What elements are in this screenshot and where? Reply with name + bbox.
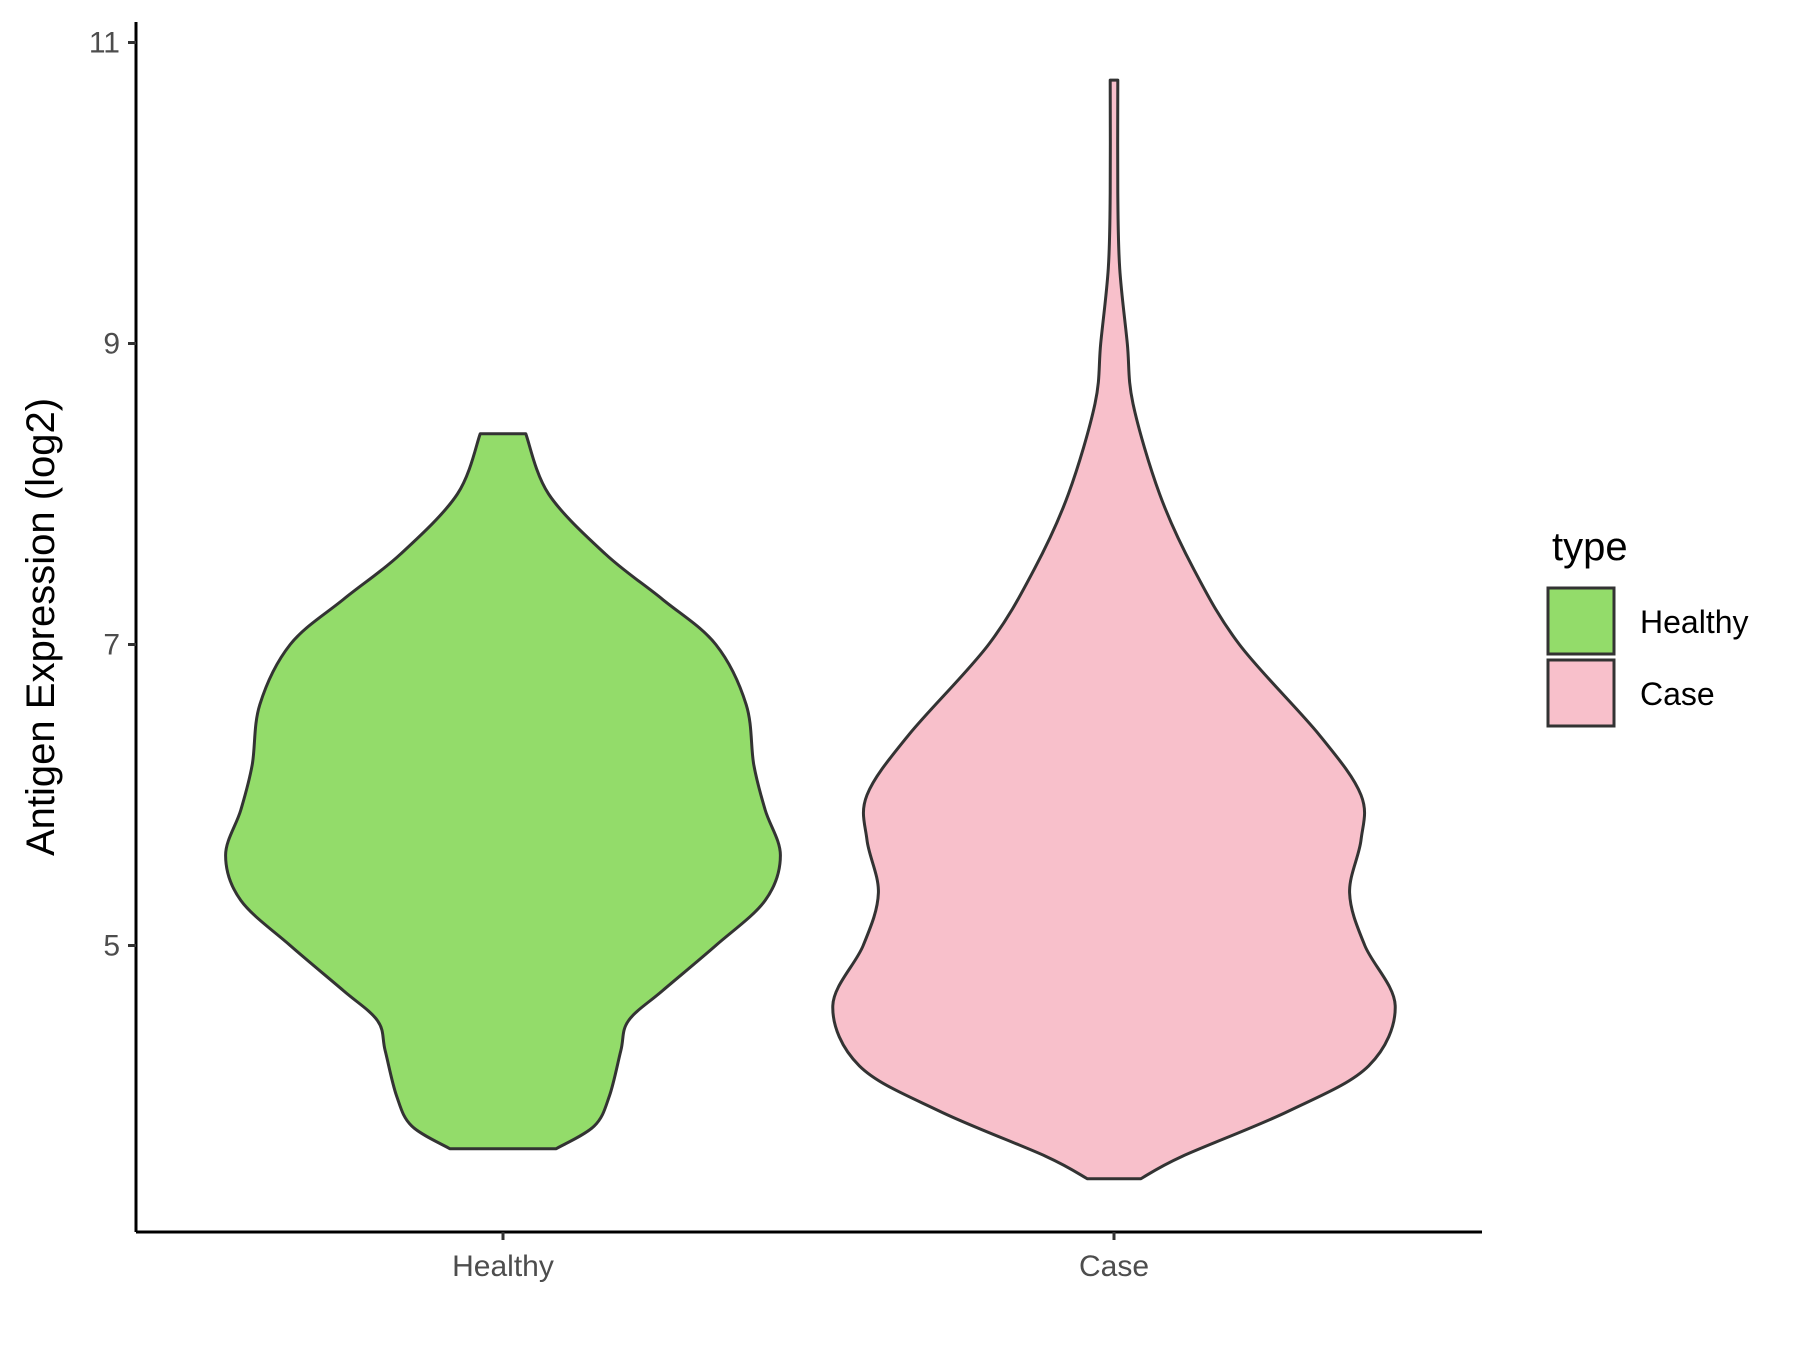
y-ticks: 5 7 9 11 — [89, 27, 136, 963]
y-tick-label: 9 — [103, 328, 120, 361]
y-axis-title: Antigen Expression (log2) — [19, 398, 63, 856]
violin-case — [831, 78, 1397, 1181]
legend-label-case: Case — [1640, 676, 1715, 712]
x-tick-label: Healthy — [452, 1250, 554, 1283]
y-tick-label: 11 — [89, 27, 120, 60]
x-ticks: Healthy Case — [452, 1232, 1149, 1283]
legend: type Healthy Case — [1546, 525, 1749, 728]
x-tick-label: Case — [1079, 1250, 1149, 1283]
violin-healthy — [224, 432, 782, 1151]
legend-title: type — [1552, 525, 1628, 569]
legend-swatch-case — [1546, 658, 1616, 728]
y-tick-label: 7 — [103, 629, 120, 662]
violin-layer — [224, 78, 1397, 1181]
legend-swatch-healthy — [1546, 586, 1616, 656]
legend-label-healthy: Healthy — [1640, 604, 1749, 640]
legend-entries: Healthy Case — [1546, 586, 1749, 728]
y-tick-label: 5 — [103, 930, 120, 963]
